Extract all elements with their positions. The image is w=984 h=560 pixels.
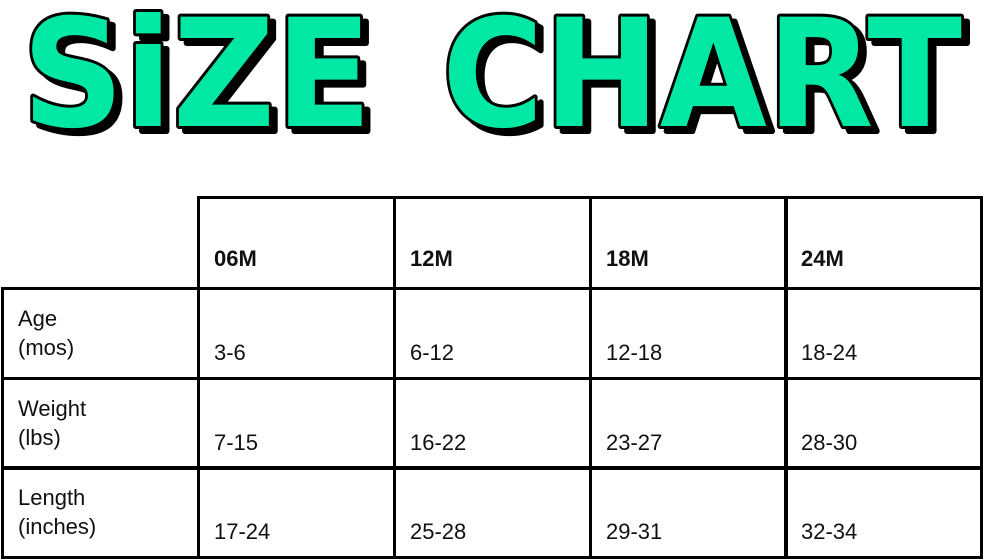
- cell-value: 3-6: [214, 340, 246, 365]
- table-cell: 18-24: [784, 287, 983, 380]
- table-cell: 6-12: [393, 287, 592, 380]
- cell-value: 12-18: [606, 340, 663, 365]
- column-header-label: 06M: [214, 246, 257, 271]
- table-cell: 3-6: [197, 287, 396, 380]
- row-label: Age (mos): [1, 287, 200, 380]
- row-label: Weight (lbs): [1, 377, 200, 470]
- column-header: 24M: [784, 196, 983, 290]
- table-cell: 12-18: [589, 287, 788, 380]
- table-cell: 32-34: [784, 466, 983, 559]
- table-cell: 23-27: [589, 377, 788, 470]
- size-chart-title: SiZE CHART: [19, 0, 965, 150]
- table-cell: 28-30: [784, 377, 983, 470]
- cell-value: 17-24: [214, 519, 271, 544]
- title-word-size: SiZE: [22, 0, 372, 150]
- cell-value: 32-34: [801, 519, 858, 544]
- table-cell: 29-31: [589, 466, 788, 559]
- cell-value: 18-24: [801, 340, 858, 365]
- table-cell: 7-15: [197, 377, 396, 470]
- column-header-label: 24M: [801, 246, 844, 271]
- cell-value: 16-22: [410, 430, 467, 455]
- table-cell: 17-24: [197, 466, 396, 559]
- column-header: 18M: [589, 196, 788, 290]
- cell-value: 7-15: [214, 430, 259, 455]
- row-label-text: Weight (lbs): [18, 396, 87, 450]
- cell-value: 28-30: [801, 430, 858, 455]
- cell-value: 25-28: [410, 519, 467, 544]
- row-label: Length (inches): [1, 466, 200, 559]
- row-label-text: Age (mos): [18, 306, 75, 360]
- row-label-text: Length (inches): [18, 485, 97, 539]
- cell-value: 23-27: [606, 430, 663, 455]
- cell-value: 6-12: [410, 340, 455, 365]
- column-header-label: 18M: [606, 246, 649, 271]
- column-header: 06M: [197, 196, 396, 290]
- cell-value: 29-31: [606, 519, 663, 544]
- column-header-label: 12M: [410, 246, 453, 271]
- column-header: 12M: [393, 196, 592, 290]
- table-cell: 25-28: [393, 466, 592, 559]
- title-word-chart: CHART: [442, 0, 962, 150]
- table-cell: 16-22: [393, 377, 592, 470]
